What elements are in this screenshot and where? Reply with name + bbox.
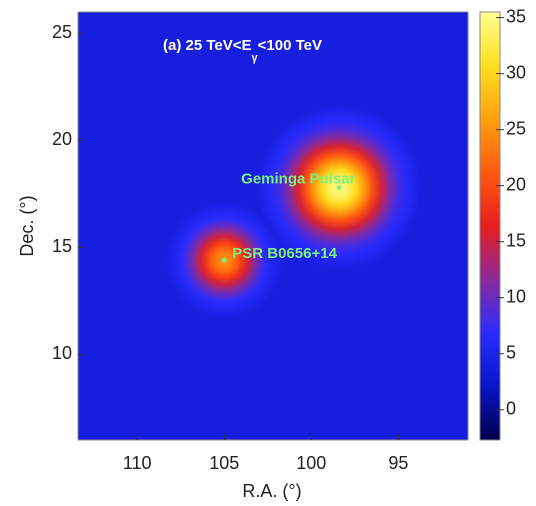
colorbar-tick-label: 5: [506, 342, 516, 362]
x-tick-label: 105: [209, 453, 239, 473]
y-tick-label: 15: [52, 236, 72, 256]
colorbar: [479, 11, 501, 441]
colorbar-tick-label: 25: [506, 118, 526, 138]
colorbar-tick-label: 20: [506, 174, 526, 194]
title-part: (a) 25 TeV<E: [163, 37, 252, 54]
x-tick-label: 100: [296, 453, 326, 473]
title-part: γ: [252, 52, 259, 64]
source-marker: [221, 257, 227, 263]
x-tick-label: 110: [123, 453, 152, 473]
source-marker: [336, 184, 342, 190]
colorbar-tick-label: 10: [506, 286, 526, 306]
x-tick-label: 95: [388, 453, 408, 473]
y-axis-label: Dec. (°): [17, 195, 37, 256]
title-part: <100 TeV: [258, 37, 322, 54]
source-label: Geminga Pulsar: [241, 170, 355, 187]
plot-frame: [77, 11, 469, 441]
colorbar-tick-label: 30: [506, 62, 526, 82]
y-tick-label: 20: [52, 129, 72, 149]
source-label: PSR B0656+14: [232, 245, 337, 262]
y-tick-label: 25: [52, 22, 72, 42]
colorbar-tick-label: 15: [506, 230, 526, 250]
y-tick-label: 10: [52, 343, 72, 363]
colorbar-tick-label: 0: [506, 398, 516, 418]
colorbar-tick-label: 35: [506, 6, 526, 26]
x-axis-label: R.A. (°): [242, 481, 301, 501]
chart-title: (a) 25 TeV<Eγ<100 TeV: [163, 37, 322, 64]
